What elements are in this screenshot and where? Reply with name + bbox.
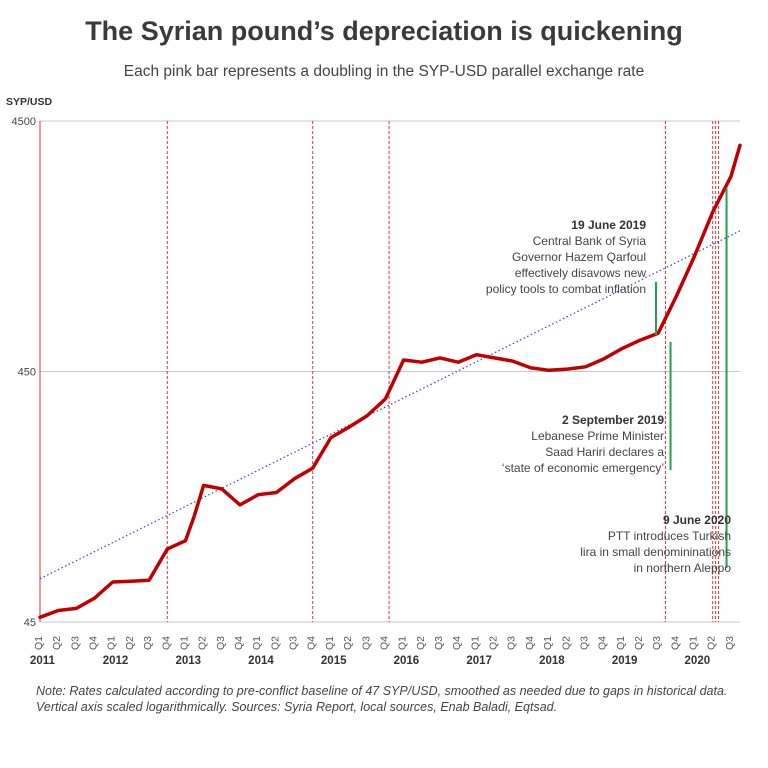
- y-tick-label: 4500: [12, 116, 36, 128]
- year-label: 2012: [103, 655, 129, 667]
- year-label: 2020: [685, 655, 711, 667]
- x-tick-label: Q4: [669, 636, 681, 650]
- x-tick-label: Q1: [178, 636, 190, 650]
- annotation-text: lira in small denomininations: [580, 545, 731, 559]
- x-tick-label: Q4: [233, 636, 245, 650]
- x-tick-label: Q2: [197, 636, 209, 650]
- year-label: 2011: [30, 655, 56, 667]
- y-tick-label: 45: [24, 617, 36, 629]
- x-tick-label: Q3: [506, 636, 518, 650]
- x-tick-label: Q1: [688, 636, 700, 650]
- chart-subtitle: Each pink bar represents a doubling in t…: [123, 63, 645, 80]
- x-tick-label: Q4: [597, 636, 609, 650]
- x-tick-label: Q1: [251, 636, 263, 650]
- year-label: 2019: [612, 655, 638, 667]
- x-tick-label: Q3: [69, 636, 81, 650]
- x-tick-label: Q1: [324, 636, 336, 650]
- exchange-rate-chart: 19 June 2019 Central Bank of Syria Governo…: [6, 96, 742, 667]
- x-tick-label: Q4: [306, 636, 318, 650]
- annotation-date: 2 September 2019: [562, 413, 664, 427]
- x-tick-label: Q3: [215, 636, 227, 650]
- annotation-text: PTT introduces Turkish: [608, 529, 731, 543]
- x-tick-label: Q3: [433, 636, 445, 650]
- annotation-text: Lebanese Prime Minister: [531, 429, 664, 443]
- x-tick-label: Q2: [560, 636, 572, 650]
- x-tick-label: Q2: [124, 636, 136, 650]
- year-label: 2017: [466, 655, 492, 667]
- x-tick-label: Q1: [397, 636, 409, 650]
- x-tick-label: Q3: [578, 636, 590, 650]
- annotation-text: in northern Aleppo: [634, 561, 732, 575]
- x-tick-label: Q2: [51, 636, 63, 650]
- year-label: 2018: [539, 655, 565, 667]
- chart-title: The Syrian pound’s depreciation is quick…: [85, 16, 683, 46]
- chart-note: Note: Rates calculated according to pre-…: [36, 684, 728, 714]
- x-tick-label: Q3: [651, 636, 663, 650]
- x-tick-label: Q4: [451, 636, 463, 650]
- y-tick-label: 450: [18, 367, 36, 379]
- x-tick-label: Q2: [488, 636, 500, 650]
- x-tick-label: Q1: [615, 636, 627, 650]
- series-line: [38, 143, 742, 620]
- annotation-text: effectively disavows new: [515, 266, 647, 280]
- annotation-date: 19 June 2019: [571, 218, 646, 232]
- year-label: 2013: [175, 655, 201, 667]
- x-tick-label: Q2: [269, 636, 281, 650]
- x-tick-label: Q1: [542, 636, 554, 650]
- year-label: 2015: [321, 655, 347, 667]
- x-tick-label: Q1: [33, 636, 45, 650]
- annotation-date: 9 June 2020: [663, 513, 731, 527]
- x-tick-label: Q2: [415, 636, 427, 650]
- x-tick-label: Q3: [360, 636, 372, 650]
- annotation-text: ‘state of economic emergency’: [502, 461, 664, 475]
- x-tick-label: Q3: [724, 636, 736, 650]
- annotation-text: Saad Hariri declares a: [545, 445, 664, 459]
- x-tick-label: Q4: [160, 636, 172, 650]
- x-tick-label: Q2: [633, 636, 645, 650]
- year-label: 2016: [394, 655, 420, 667]
- x-tick-label: Q4: [524, 636, 536, 650]
- x-tick-label: Q4: [378, 636, 390, 650]
- x-tick-label: Q3: [288, 636, 300, 650]
- annotation-text: Central Bank of Syria: [533, 234, 647, 248]
- year-label: 2014: [248, 655, 274, 667]
- y-axis-label: SYP/USD: [6, 96, 53, 108]
- x-tick-label: Q4: [88, 636, 100, 650]
- annotation-text: Governor Hazem Qarfoul: [512, 250, 646, 264]
- x-tick-label: Q3: [142, 636, 154, 650]
- annotation-text: policy tools to combat inflation: [486, 282, 646, 296]
- x-tick-label: Q2: [706, 636, 718, 650]
- x-tick-label: Q1: [469, 636, 481, 650]
- x-tick-label: Q2: [342, 636, 354, 650]
- x-tick-label: Q1: [106, 636, 118, 650]
